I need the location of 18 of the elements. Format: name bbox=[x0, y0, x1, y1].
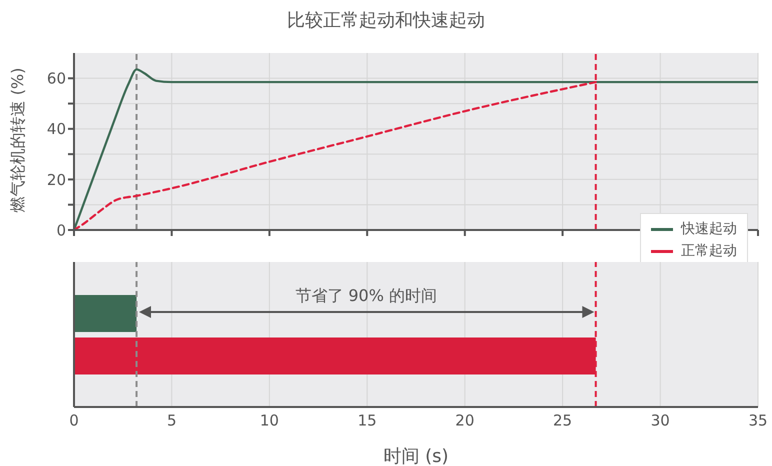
y-tick-label: 20 bbox=[46, 170, 66, 189]
y-tick-label: 40 bbox=[46, 120, 66, 138]
x-tick-label: 10 bbox=[260, 412, 279, 430]
x-tick-label: 25 bbox=[553, 412, 572, 430]
x-tick-label: 0 bbox=[69, 412, 79, 430]
x-tick-label: 5 bbox=[166, 412, 176, 430]
chart-title: 比较正常起动和快速起动 bbox=[286, 9, 486, 32]
x-axis-title: 时间 (s) bbox=[383, 446, 449, 466]
annotation: 节省了 90% 的时间 bbox=[294, 286, 438, 307]
y-tick-label: 60 bbox=[46, 70, 66, 88]
x-tick-label: 30 bbox=[650, 412, 670, 430]
legend-label: 正常起动 bbox=[681, 242, 737, 261]
x-tick-label: 15 bbox=[358, 412, 377, 430]
x-tick-label: 20 bbox=[455, 412, 474, 430]
y-axis-title: 燃气轮机的转速 (%) bbox=[7, 66, 28, 214]
legend-label: 快速起动 bbox=[681, 220, 737, 239]
x-tick-label: 35 bbox=[748, 412, 768, 430]
y-tick-label: 0 bbox=[56, 221, 66, 240]
